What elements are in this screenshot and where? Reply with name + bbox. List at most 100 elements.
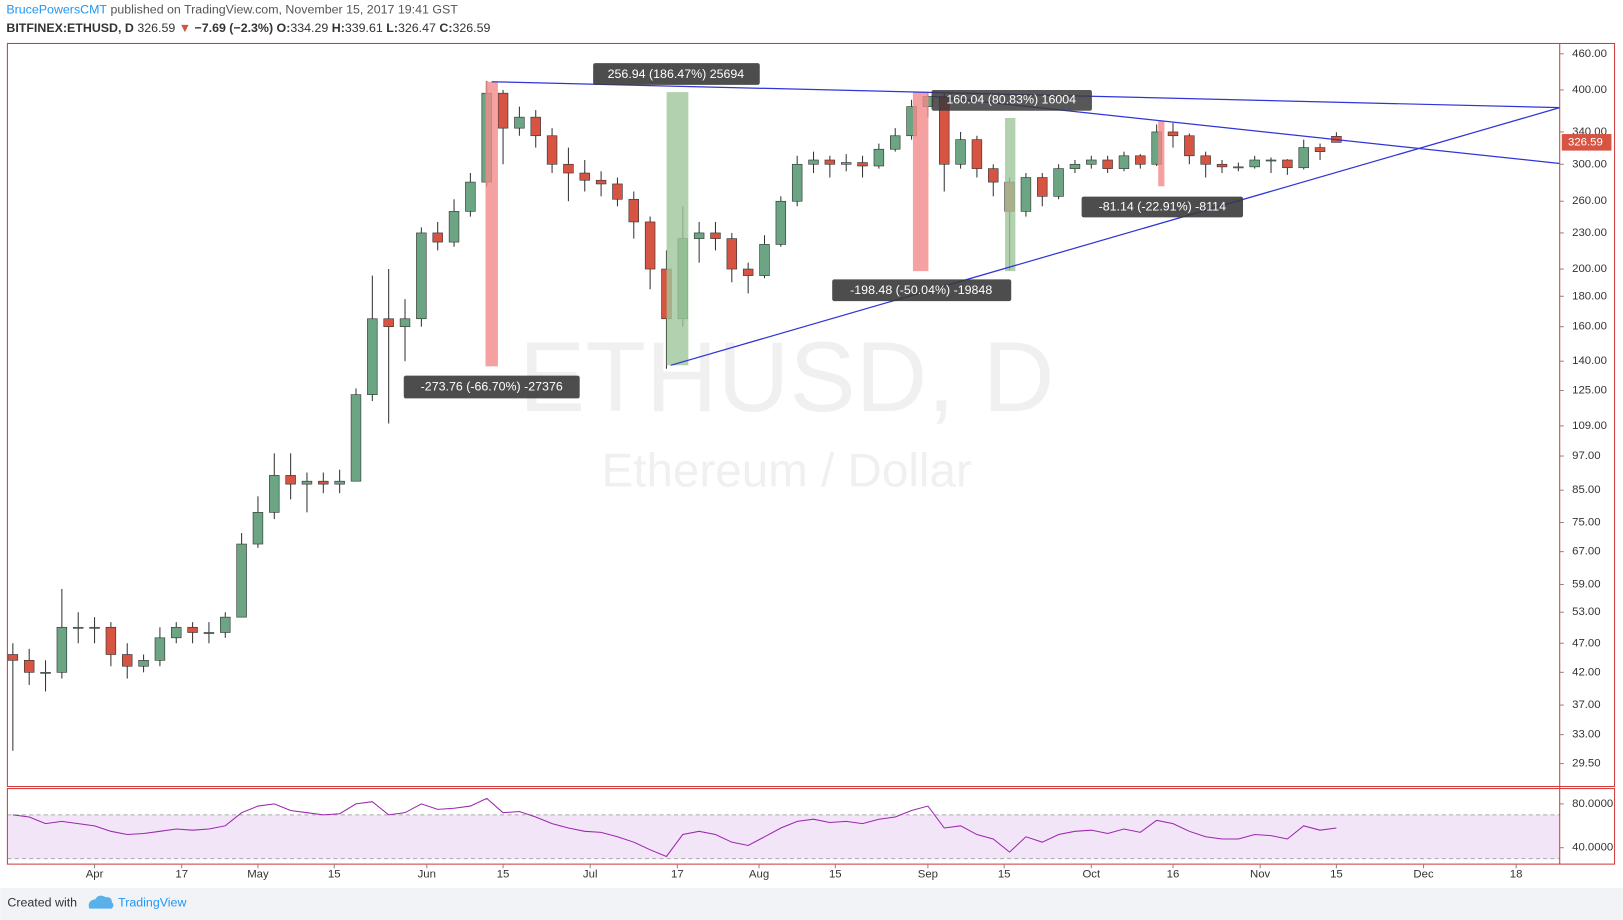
candle-body	[416, 232, 427, 320]
candle-body	[1037, 177, 1048, 197]
author[interactable]: BrucePowersCMT	[6, 3, 107, 17]
candle-body	[628, 198, 639, 223]
candle-body	[1233, 166, 1244, 169]
candle-body	[1314, 147, 1326, 152]
y-tick-label: 200.00	[1572, 263, 1607, 275]
candle-body	[432, 232, 443, 243]
candle-body	[726, 238, 738, 270]
frames	[6, 42, 1616, 865]
candle-body	[971, 139, 983, 169]
candle-body	[1135, 155, 1146, 165]
candle-body	[497, 92, 509, 129]
header-line: BrucePowersCMT published on TradingView.…	[6, 3, 458, 17]
x-tick-label: 16	[1167, 868, 1180, 880]
x-tick-label: 15	[1330, 868, 1343, 880]
candle-body	[269, 475, 280, 513]
x-tick-label: Apr	[86, 868, 104, 880]
o-value: 334.29	[290, 21, 328, 35]
candle-body	[138, 659, 149, 667]
candle-body	[563, 163, 574, 174]
candle-body	[1200, 155, 1211, 165]
x-tick-label: Dec	[1413, 868, 1434, 880]
candle-body	[693, 232, 705, 239]
change: −7.69 (−2.3%)	[194, 21, 273, 35]
candle-body	[1282, 159, 1293, 169]
measure-labels: -273.76 (-66.70%) -27376 256.94 (186.47%…	[403, 63, 1244, 399]
candle-body	[824, 159, 836, 165]
y-tick-label: 59.00	[1572, 579, 1600, 591]
measure-label: 160.04 (80.83%) 16004	[946, 93, 1076, 107]
candle-body	[1020, 177, 1032, 212]
candle-body	[791, 163, 803, 202]
c-value: 326.59	[452, 21, 490, 35]
candle-body	[742, 268, 754, 276]
x-tick-label: Jul	[583, 868, 598, 880]
price-tag-label: 326.59	[1568, 136, 1603, 148]
rsi-line	[12, 797, 1337, 858]
price-frame	[6, 42, 1616, 788]
candle-body	[154, 637, 166, 661]
footer-bar	[0, 887, 1623, 920]
measure-range	[1158, 121, 1165, 187]
measure-label: 256.94 (186.47%) 25694	[608, 67, 745, 81]
footer-brand[interactable]: TradingView	[118, 896, 186, 910]
rsi-band	[7, 814, 1560, 859]
candle-body	[1102, 159, 1113, 169]
x-tick-label: 17	[671, 868, 684, 880]
x-tick-label: 15	[497, 868, 510, 880]
y-tick-label: 42.00	[1572, 666, 1600, 678]
candle-body	[1265, 159, 1277, 162]
x-tick-label: 15	[829, 868, 842, 880]
candle-body	[759, 244, 770, 276]
candle-body	[1216, 163, 1228, 168]
y-tick-label: 97.00	[1572, 450, 1600, 462]
h-label: H:	[332, 21, 345, 35]
candle-body	[1069, 163, 1081, 169]
candle-body	[710, 232, 721, 239]
candle-body	[334, 480, 345, 485]
candle-body	[203, 632, 215, 634]
candle-body	[7, 654, 19, 661]
rsi-tick-label: 40.0000	[1572, 842, 1613, 854]
y-tick-label: 260.00	[1572, 195, 1607, 207]
measure-range	[912, 92, 929, 272]
candle-body	[546, 135, 558, 165]
y-tick-label: 53.00	[1572, 606, 1600, 618]
candle-body	[236, 543, 247, 618]
candle-body	[1118, 155, 1130, 169]
x-tick-label: 17	[175, 868, 188, 880]
symbol: BITFINEX:ETHUSD, D	[6, 21, 134, 35]
candle-body	[1053, 168, 1064, 197]
candle-body	[122, 654, 133, 667]
label-box	[1081, 196, 1244, 218]
rsi-frame	[6, 788, 1616, 865]
candle-body	[252, 512, 264, 545]
plot	[7, 81, 1342, 751]
x-tick-label: 15	[328, 868, 341, 880]
published: published on TradingView.com, November 1…	[110, 3, 458, 17]
y-tick-label: 67.00	[1572, 546, 1600, 558]
candle-body	[105, 626, 117, 655]
y-tick-label: 29.50	[1572, 758, 1600, 770]
candle-body	[1249, 159, 1260, 168]
last-price: 326.59	[137, 21, 175, 35]
trend-line	[670, 107, 1560, 366]
candle-body	[1167, 131, 1179, 137]
watermark: ETHUSD, D	[519, 322, 1054, 433]
y-tick-label: 33.00	[1572, 729, 1600, 741]
measure-range	[666, 92, 689, 366]
y-tick-label: 230.00	[1572, 227, 1607, 239]
measure-label: -81.14 (-22.91%) -8114	[1099, 199, 1226, 213]
candle-body	[171, 626, 182, 639]
logo	[88, 895, 114, 909]
candle-body	[579, 172, 590, 181]
candle-body	[840, 162, 852, 165]
candle-body	[465, 181, 476, 212]
measure-label: -273.76 (-66.70%) -27376	[421, 379, 563, 393]
candle-body	[873, 148, 885, 167]
rsi-tick-label: 80.0000	[1572, 798, 1613, 810]
rsi-panel	[7, 797, 1560, 860]
candle-body	[612, 183, 623, 200]
